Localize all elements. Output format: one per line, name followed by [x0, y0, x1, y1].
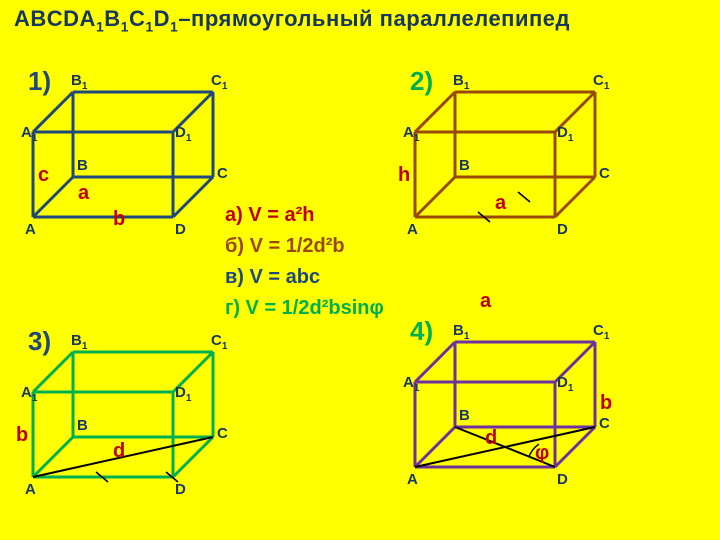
vertex-label-B1: B1 [71, 332, 87, 352]
param-label: d [113, 440, 125, 463]
param-label: h [398, 164, 410, 187]
param-label: a [480, 290, 491, 313]
page-title: ABCDA1B1C1D1–прямоугольный параллелепипе… [14, 6, 570, 34]
vertex-label-C: C [599, 165, 610, 182]
vertex-label-B1: B1 [71, 72, 87, 92]
vertex-label-A: A [407, 471, 418, 488]
vertex-label-C: C [217, 425, 228, 442]
param-label: φ [535, 442, 549, 465]
vertex-label-B1: B1 [453, 322, 469, 342]
vertex-label-C1: C1 [211, 332, 227, 352]
answer-c: в) V = abc [225, 262, 384, 293]
panel-number-3: 3) [28, 326, 51, 357]
vertex-label-C1: C1 [211, 72, 227, 92]
vertex-label-B1: B1 [453, 72, 469, 92]
vertex-label-C: C [599, 415, 610, 432]
vertex-label-A: A [407, 221, 418, 238]
panel-number-2: 2) [410, 66, 433, 97]
vertex-label-D: D [175, 481, 186, 498]
vertex-label-A1: A1 [21, 384, 37, 404]
param-label: b [113, 208, 125, 231]
vertex-label-B: B [77, 157, 88, 174]
vertex-label-D: D [557, 471, 568, 488]
param-label: d [485, 427, 497, 450]
param-label: b [600, 392, 612, 415]
vertex-label-C1: C1 [593, 72, 609, 92]
vertex-label-B: B [459, 407, 470, 424]
vertex-label-D1: D1 [175, 124, 191, 144]
vertex-label-D: D [557, 221, 568, 238]
param-label: a [495, 192, 506, 215]
panel-3: 3) A B C D A1 B1 C1 D1 b d [18, 312, 258, 512]
vertex-label-A: A [25, 481, 36, 498]
panel-number-1: 1) [28, 66, 51, 97]
panel-1: 1) A B C D A1 B1 C1 D1 c a b [18, 52, 258, 252]
param-label: a [78, 182, 89, 205]
vertex-label-D1: D1 [557, 374, 573, 394]
vertex-label-A1: A1 [403, 374, 419, 394]
panel-4: 4)ABCDA1B1C1D1abdφ [400, 302, 640, 502]
vertex-label-C: C [217, 165, 228, 182]
vertex-label-A1: A1 [403, 124, 419, 144]
param-label: c [38, 164, 49, 187]
vertex-label-B: B [77, 417, 88, 434]
panel-2: 2) A B C D A1 B1 C1 D1 h a [400, 52, 640, 252]
vertex-label-D: D [175, 221, 186, 238]
vertex-label-B: B [459, 157, 470, 174]
vertex-label-A: A [25, 221, 36, 238]
panel-number-4: 4) [410, 316, 433, 347]
vertex-label-D1: D1 [175, 384, 191, 404]
vertex-label-C1: C1 [593, 322, 609, 342]
param-label: b [16, 424, 28, 447]
vertex-label-D1: D1 [557, 124, 573, 144]
vertex-label-A1: A1 [21, 124, 37, 144]
